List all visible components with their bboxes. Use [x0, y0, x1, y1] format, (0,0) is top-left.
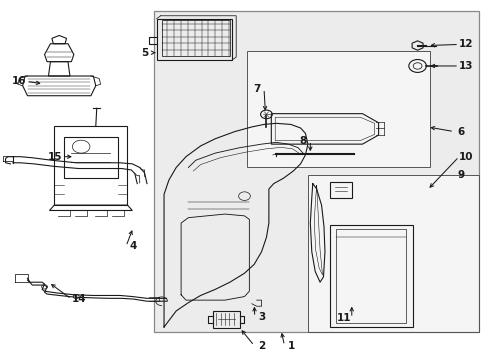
Bar [154, 12, 478, 332]
Text: 2: 2 [257, 341, 264, 351]
Text: 6: 6 [457, 127, 464, 136]
Text: 5: 5 [141, 48, 148, 58]
Bar [246, 51, 429, 167]
Text: 13: 13 [458, 61, 473, 71]
Text: 7: 7 [252, 84, 260, 94]
Text: 9: 9 [457, 170, 464, 180]
Text: 11: 11 [337, 313, 351, 323]
Text: 1: 1 [287, 341, 295, 351]
Text: 15: 15 [48, 152, 62, 162]
Bar [154, 12, 478, 332]
Text: 4: 4 [129, 241, 137, 251]
Text: 3: 3 [258, 312, 265, 322]
Text: 8: 8 [299, 136, 306, 145]
Text: 16: 16 [12, 76, 26, 86]
Bar [246, 51, 429, 167]
Bar [307, 175, 478, 332]
Text: 14: 14 [71, 294, 86, 304]
Bar [307, 175, 478, 332]
Text: 12: 12 [458, 40, 473, 49]
Text: 10: 10 [458, 152, 473, 162]
